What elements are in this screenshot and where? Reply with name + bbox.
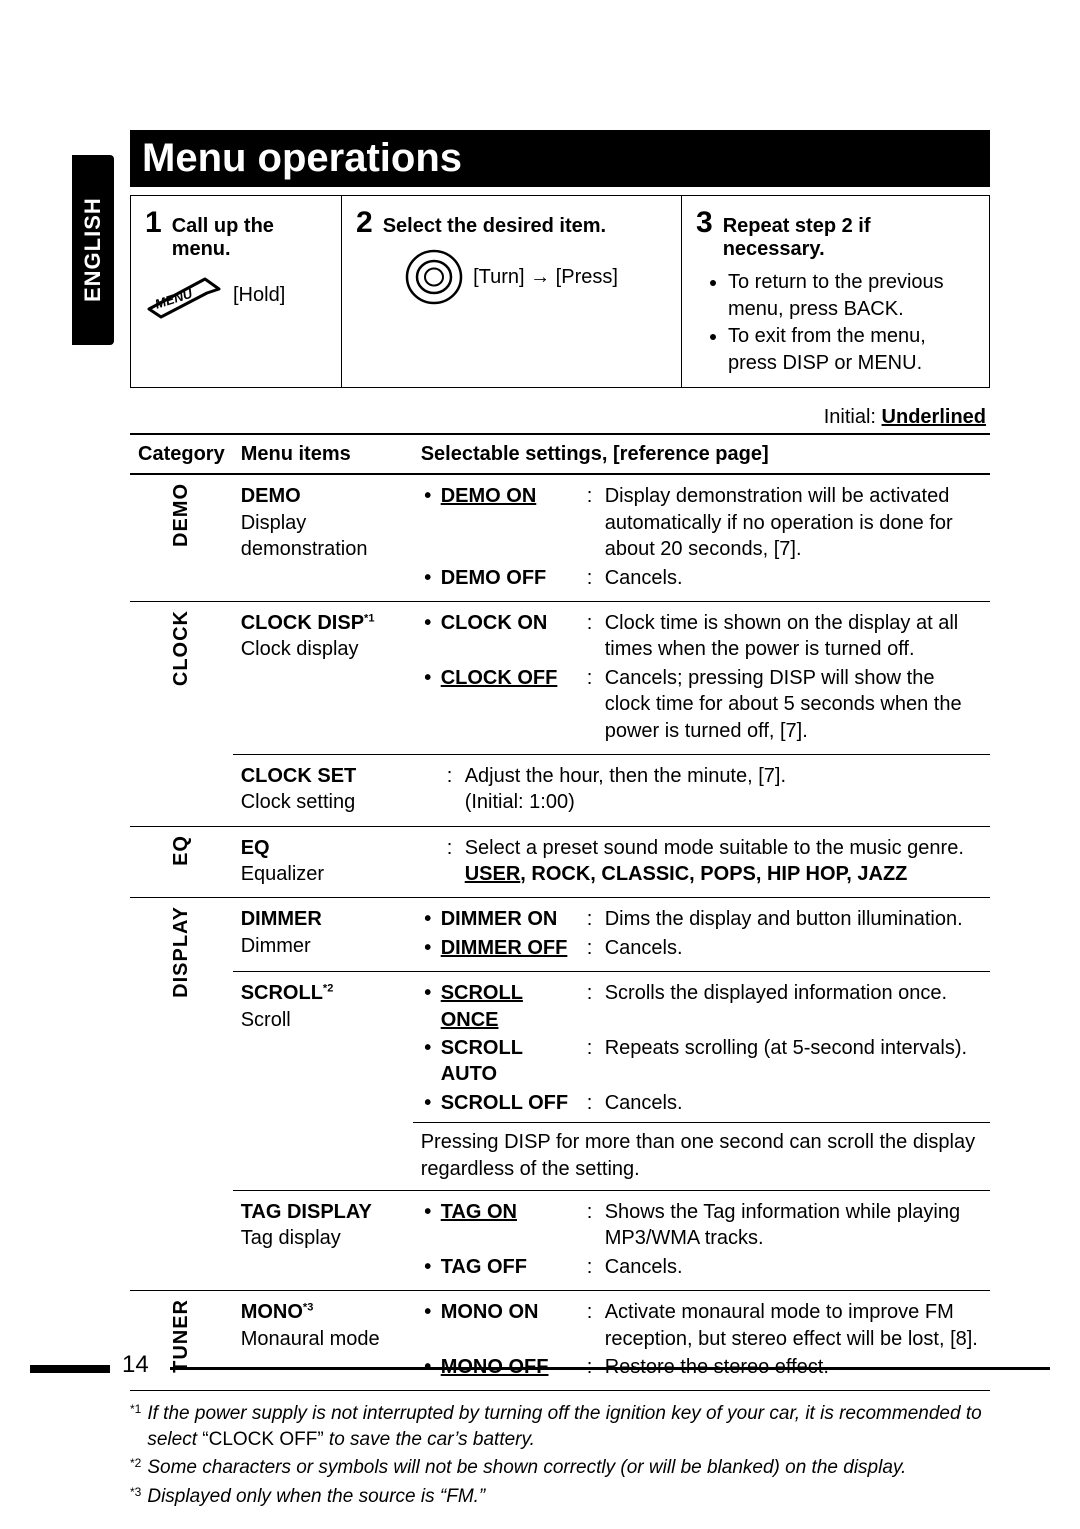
step-3-number: 3	[696, 206, 713, 240]
mono-secondary: Monaural mode	[241, 1326, 405, 1352]
clock-set-primary: CLOCK SET	[241, 763, 405, 789]
step-3: 3 Repeat step 2 if necessary. To return …	[681, 196, 989, 387]
cat-eq: EQ	[168, 835, 194, 866]
step-2-label: Select the desired item.	[383, 215, 606, 238]
scroll-once: SCROLL ONCE	[441, 980, 581, 1033]
dimmer-primary: DIMMER	[241, 906, 405, 932]
row-dimmer: DISPLAY DIMMER Dimmer •DIMMER ON:Dims th…	[130, 898, 990, 972]
clock-disp-secondary: Clock display	[241, 636, 405, 662]
cat-clock: CLOCK	[168, 610, 194, 686]
step-3-bullet-1: To return to the previous menu, press BA…	[728, 269, 975, 323]
mono-on: MONO ON	[441, 1299, 581, 1325]
demo-on: DEMO ON	[441, 483, 581, 509]
step-3-label: Repeat step 2 if necessary.	[723, 215, 975, 261]
step-3-bullet-2: To exit from the menu, press DISP or MEN…	[728, 323, 975, 377]
clock-off: CLOCK OFF	[441, 665, 581, 691]
th-category: Category	[130, 434, 233, 474]
eq-primary: EQ	[241, 835, 405, 861]
knob-icon	[405, 248, 463, 306]
clock-off-desc: Cancels; pressing DISP will show the clo…	[605, 665, 982, 744]
cat-demo: DEMO	[168, 483, 194, 547]
tag-on-desc: Shows the Tag information while playing …	[605, 1199, 982, 1252]
mono-on-desc: Activate monaural mode to improve FM rec…	[605, 1299, 982, 1352]
dimmer-off: DIMMER OFF	[441, 935, 581, 961]
row-mono: TUNER MONO*3 Monaural mode •MONO ON:Acti…	[130, 1291, 990, 1391]
clock-set-desc: Adjust the hour, then the minute, [7].	[465, 765, 786, 787]
footnote-2: Some characters or symbols will not be s…	[147, 1455, 906, 1482]
clock-set-secondary: Clock setting	[241, 789, 405, 815]
scroll-auto-desc: Repeats scrolling (at 5-second intervals…	[605, 1035, 982, 1061]
row-clock-disp: CLOCK CLOCK DISP*1 Clock display •CLOCK …	[130, 601, 990, 754]
turn-press-label: [Turn] → [Press]	[473, 266, 618, 289]
language-tab: ENGLISH	[72, 155, 114, 345]
eq-secondary: Equalizer	[241, 861, 405, 887]
steps-box: 1 Call up the menu. MENU [Hold] 2 Select…	[130, 195, 990, 388]
page-number: 14	[122, 1351, 149, 1379]
scroll-auto: SCROLL AUTO	[441, 1035, 581, 1088]
mono-primary: MONO	[241, 1301, 303, 1323]
step-2: 2 Select the desired item. [Turn] → [Pre…	[341, 196, 681, 387]
row-clock-set: CLOCK SET Clock setting :Adjust the hour…	[130, 754, 990, 826]
demo-primary: DEMO	[241, 483, 405, 509]
clock-on: CLOCK ON	[441, 610, 581, 636]
tag-secondary: Tag display	[241, 1225, 405, 1251]
tag-off: TAG OFF	[441, 1254, 581, 1280]
footnote-1-quote: “CLOCK OFF”	[202, 1429, 323, 1450]
scroll-primary: SCROLL	[241, 982, 323, 1004]
step-2-number: 2	[356, 206, 373, 240]
row-scroll: SCROLL*2 Scroll •SCROLL ONCE:Scrolls the…	[130, 972, 990, 1191]
cat-tuner: TUNER	[168, 1299, 194, 1373]
tag-primary: TAG DISPLAY	[241, 1199, 405, 1225]
eq-modes-rest: , ROCK, CLASSIC, POPS, HIP HOP, JAZZ	[520, 863, 907, 885]
row-demo: DEMO DEMO Display demonstration •DEMO ON…	[130, 474, 990, 601]
menu-table: Category Menu items Selectable settings,…	[130, 433, 990, 1391]
cat-display: DISPLAY	[168, 906, 194, 998]
demo-off: DEMO OFF	[441, 565, 581, 591]
dimmer-off-desc: Cancels.	[605, 935, 982, 961]
scroll-note: Pressing DISP for more than one second c…	[421, 1129, 982, 1182]
dimmer-on-desc: Dims the display and button illumination…	[605, 906, 982, 932]
scroll-once-desc: Scrolls the displayed information once.	[605, 980, 982, 1006]
row-eq: EQ EQ Equalizer :Select a preset sound m…	[130, 826, 990, 898]
eq-desc: Select a preset sound mode suitable to t…	[465, 837, 964, 859]
clock-disp-primary: CLOCK DISP	[241, 612, 364, 634]
scroll-off-desc: Cancels.	[605, 1090, 982, 1116]
row-tag: TAG DISPLAY Tag display •TAG ON:Shows th…	[130, 1190, 990, 1290]
initial-indicator: Initial: Underlined	[130, 406, 986, 429]
th-menu-items: Menu items	[233, 434, 413, 474]
footnotes: *1If the power supply is not interrupted…	[130, 1401, 990, 1510]
clock-on-desc: Clock time is shown on the display at al…	[605, 610, 982, 663]
demo-on-desc: Display demonstration will be activated …	[605, 483, 982, 562]
step-1-label: Call up the menu.	[172, 215, 327, 261]
menu-button-icon: MENU	[145, 269, 223, 321]
clock-set-initial: (Initial: 1:00)	[465, 791, 575, 813]
section-title: Menu operations	[130, 130, 990, 187]
th-settings: Selectable settings, [reference page]	[413, 434, 990, 474]
step-1: 1 Call up the menu. MENU [Hold]	[131, 196, 341, 387]
hold-label: [Hold]	[233, 284, 285, 307]
demo-secondary: Display demonstration	[241, 510, 405, 563]
demo-off-desc: Cancels.	[605, 565, 982, 591]
scroll-secondary: Scroll	[241, 1007, 405, 1033]
eq-modes-user: USER	[465, 863, 521, 885]
dimmer-on: DIMMER ON	[441, 906, 581, 932]
dimmer-secondary: Dimmer	[241, 933, 405, 959]
footnote-1b: to save the car’s battery.	[324, 1429, 535, 1450]
page-footer-rule	[0, 1365, 1080, 1369]
step-1-number: 1	[145, 206, 162, 240]
footnote-3: Displayed only when the source is “FM.”	[147, 1484, 485, 1511]
scroll-off: SCROLL OFF	[441, 1090, 581, 1116]
tag-on: TAG ON	[441, 1199, 581, 1225]
tag-off-desc: Cancels.	[605, 1254, 982, 1280]
